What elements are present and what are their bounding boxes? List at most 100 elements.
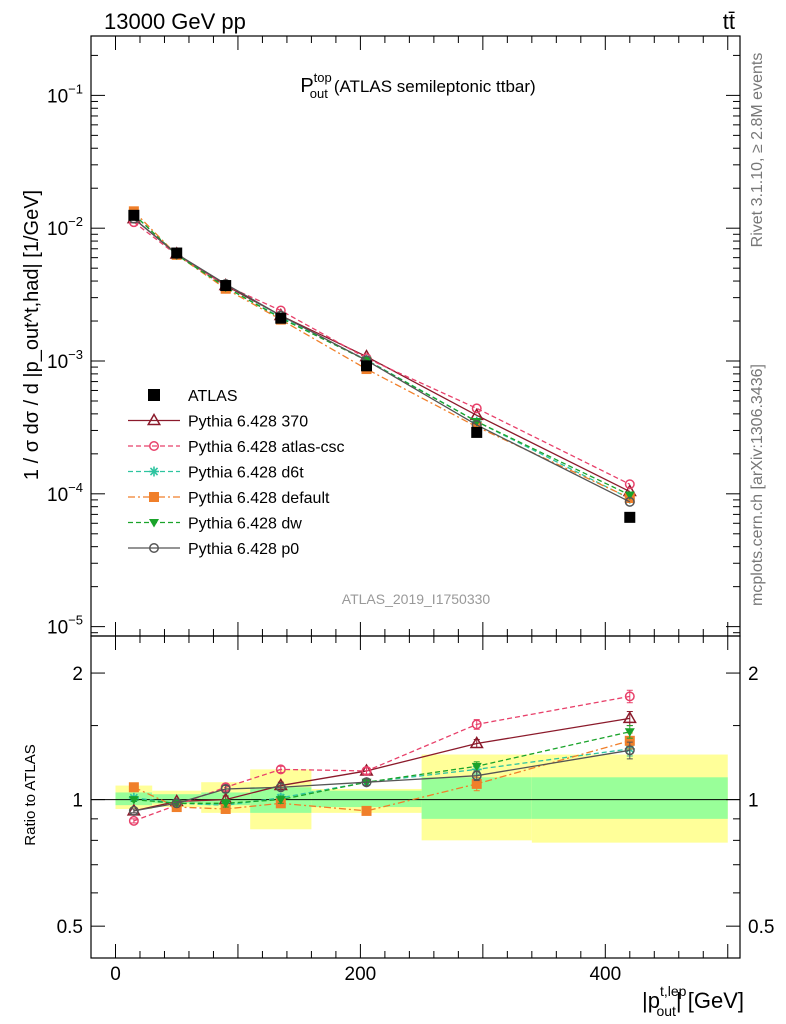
ratio-y-tick-label-right: 2 bbox=[748, 664, 759, 685]
ratio-series-point bbox=[622, 710, 637, 724]
atlas-data-point bbox=[128, 209, 140, 221]
analysis-watermark: ATLAS_2019_I1750330 bbox=[342, 591, 491, 607]
ratio-series-point bbox=[220, 803, 231, 814]
legend: ATLAS Pythia 6.428 370 Pythia 6.428 atlas-… bbox=[128, 388, 345, 558]
atlas-data-point bbox=[275, 312, 287, 324]
main-y-tick-base: 10 bbox=[47, 86, 68, 107]
ratio-series-point bbox=[469, 735, 484, 749]
stat-uncertainty-band bbox=[311, 790, 422, 808]
star-stroke bbox=[149, 467, 159, 476]
ratio-y-tick-label-left: 0.5 bbox=[57, 917, 83, 938]
ratio-series-point bbox=[275, 796, 286, 805]
legend-marker bbox=[149, 441, 159, 451]
ratio-x-tick-label: 200 bbox=[345, 964, 377, 985]
main-y-tick-label: 10−3 bbox=[47, 347, 83, 373]
main-y-tick-exp: −3 bbox=[68, 347, 83, 362]
main-y-tick-label: 10−5 bbox=[47, 613, 83, 639]
ratio-series-point bbox=[471, 778, 482, 789]
ratio-series-point bbox=[361, 805, 372, 816]
main-series-point bbox=[471, 418, 482, 427]
legend-label: Pythia 6.428 d6t bbox=[188, 465, 304, 482]
main-series-point bbox=[471, 403, 482, 414]
legend-marker bbox=[149, 543, 159, 553]
ratio-series-point bbox=[624, 735, 635, 746]
ratio-series-point bbox=[128, 805, 139, 816]
ratio-ylabel: Ratio to ATLAS bbox=[22, 744, 39, 845]
ratio-series-point bbox=[275, 782, 286, 793]
main-series-point bbox=[624, 491, 635, 500]
stat-uncertainty-band bbox=[531, 777, 728, 819]
ratio-series-point bbox=[471, 719, 482, 730]
main-y-tick-label: 10−2 bbox=[47, 214, 83, 240]
ratio-series-point bbox=[171, 798, 182, 809]
legend-marker bbox=[149, 519, 159, 528]
ratio-series-point bbox=[624, 728, 635, 737]
ratio-y-tick-label-right: 0.5 bbox=[748, 917, 774, 938]
ratio-series-point bbox=[361, 765, 372, 776]
atlas-data-point bbox=[171, 247, 183, 259]
header-process-label: tt̄ bbox=[723, 9, 735, 34]
main-ylabel: 1 / σ dσ / d |p_out^t,had| [1/GeV] bbox=[21, 190, 43, 480]
main-y-tick-exp: −4 bbox=[68, 480, 83, 495]
ratio-y-tick-label-right: 1 bbox=[748, 791, 759, 812]
ratio-series-point bbox=[624, 691, 635, 702]
legend-label: Pythia 6.428 p0 bbox=[188, 541, 299, 558]
legend-marker bbox=[149, 466, 159, 477]
legend-entry: Pythia 6.428 370 bbox=[128, 412, 308, 431]
ratio-series-point bbox=[128, 815, 139, 826]
legend-entry: Pythia 6.428 default bbox=[128, 490, 330, 507]
main-y-tick-base: 10 bbox=[47, 219, 68, 240]
legend-label: ATLAS bbox=[188, 388, 238, 405]
main-y-tick-base: 10 bbox=[47, 485, 68, 506]
legend-entry: Pythia 6.428 dw bbox=[128, 516, 302, 533]
ratio-series-point bbox=[128, 782, 139, 793]
legend-entry: Pythia 6.428 atlas-csc bbox=[128, 439, 345, 456]
ratio-panel: 2 2 1 1 0.5 0.5 0 200 400 bbox=[57, 635, 774, 985]
main-y-tick-exp: −1 bbox=[68, 81, 83, 96]
ratio-series-point bbox=[275, 764, 286, 775]
main-y-tick-label: 10−4 bbox=[47, 480, 83, 506]
legend-marker bbox=[148, 389, 160, 401]
legend-label: Pythia 6.428 atlas-csc bbox=[188, 439, 345, 456]
ratio-series-point bbox=[471, 770, 482, 781]
atlas-data-point bbox=[624, 511, 636, 523]
ratio-series-point bbox=[220, 799, 231, 809]
ratio-series-point bbox=[220, 783, 231, 794]
main-series-point bbox=[624, 496, 635, 507]
main-series-line bbox=[133, 221, 631, 485]
atlas-data-point bbox=[220, 280, 232, 292]
legend-label: Pythia 6.428 370 bbox=[188, 414, 308, 431]
main-y-tick-exp: −2 bbox=[68, 214, 83, 229]
legend-entry: Pythia 6.428 d6t bbox=[128, 465, 304, 482]
legend-marker bbox=[146, 412, 162, 426]
side-rivet-label: Rivet 3.1.10, ≥ 2.8M events bbox=[749, 53, 766, 248]
legend-entry: ATLAS bbox=[148, 388, 238, 405]
main-series-point bbox=[471, 421, 482, 432]
ratio-y-tick-label-left: 1 bbox=[72, 791, 83, 812]
ratio-x-tick-label: 0 bbox=[110, 964, 121, 985]
legend-entry: Pythia 6.428 p0 bbox=[128, 541, 299, 558]
atlas-data-point bbox=[361, 360, 373, 372]
header-energy-label: 13000 GeV pp bbox=[104, 9, 246, 34]
legend-label: Pythia 6.428 dw bbox=[188, 516, 302, 533]
main-y-tick-exp: −5 bbox=[68, 613, 83, 628]
main-series-point bbox=[624, 479, 635, 490]
legend-label: Pythia 6.428 default bbox=[188, 490, 330, 507]
main-y-tick-base: 10 bbox=[47, 352, 68, 373]
ratio-series-point bbox=[128, 796, 139, 805]
main-panel: 10−110−210−310−410−5 bbox=[47, 35, 741, 639]
ratio-x-tick-label: 400 bbox=[589, 964, 621, 985]
ratio-xlabel: |pt,lep out| [GeV] bbox=[642, 983, 744, 1019]
main-title: Ptop out (ATLAS semileptonic ttbar) bbox=[300, 70, 535, 101]
ratio-frame bbox=[90, 635, 741, 959]
atlas-data-point bbox=[471, 426, 483, 438]
legend-marker bbox=[149, 492, 159, 502]
ratio-series-point bbox=[361, 777, 372, 788]
main-y-tick-label: 10−1 bbox=[47, 81, 83, 107]
ratio-series-point bbox=[471, 762, 482, 772]
main-y-tick-base: 10 bbox=[47, 618, 68, 639]
ratio-series-point bbox=[624, 745, 635, 756]
side-mcplots-label: mcplots.cern.ch [arXiv:1306.3436] bbox=[749, 364, 766, 606]
ratio-y-tick-label-left: 2 bbox=[72, 664, 83, 685]
